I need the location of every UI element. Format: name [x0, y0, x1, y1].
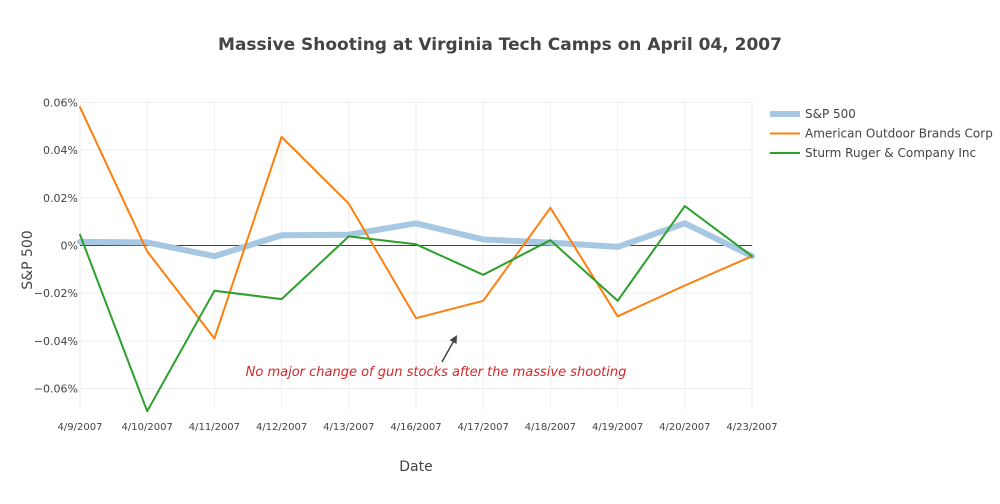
y-tick-label: 0.06%	[43, 96, 78, 109]
x-tick-label: 4/9/2007	[58, 422, 103, 433]
y-axis-label: S&P 500	[20, 230, 36, 289]
x-tick-label: 4/17/2007	[458, 422, 509, 433]
series-line-american-outdoor-brands-corp	[79, 106, 753, 340]
y-tick-label: −0.02%	[34, 287, 78, 300]
x-tick-label: 4/10/2007	[122, 422, 173, 433]
y-tick-label: −0.04%	[34, 335, 78, 348]
x-axis-ticks: 4/9/2007 4/10/2007 4/11/2007 4/12/2007 4/13/…	[58, 422, 778, 433]
series-layer	[77, 106, 755, 413]
legend-item-american-outdoor-brands-corp[interactable]: American Outdoor Brands Corp	[770, 127, 993, 141]
legend[interactable]: S&P 500 American Outdoor Brands Corp Sturm…	[770, 107, 993, 160]
grid-layer	[79, 100, 753, 410]
annotation-text: No major change of gun stocks after the …	[246, 365, 627, 380]
y-axis-ticks: 0.06% 0.04% 0.02% 0% −0.02% −0.04% −0.06%	[34, 96, 78, 395]
legend-item-s-p-500[interactable]: S&P 500	[770, 107, 856, 121]
x-tick-label: 4/13/2007	[323, 422, 374, 433]
annotation: No major change of gun stocks after the …	[246, 335, 627, 380]
x-axis-label: Date	[399, 459, 432, 475]
chart-title: Massive Shooting at Virginia Tech Camps …	[218, 35, 782, 55]
x-tick-label: 4/12/2007	[256, 422, 307, 433]
x-tick-label: 4/16/2007	[390, 422, 441, 433]
annotation-arrow	[441, 335, 457, 363]
legend-label: American Outdoor Brands Corp	[805, 127, 993, 141]
series-line-s-p-500	[77, 220, 755, 260]
legend-label: S&P 500	[805, 107, 856, 121]
series-line-sturm-ruger-company-inc	[79, 205, 753, 413]
x-tick-label: 4/23/2007	[726, 422, 777, 433]
x-tick-label: 4/20/2007	[659, 422, 710, 433]
y-tick-label: 0%	[61, 239, 78, 252]
y-tick-label: 0.02%	[43, 192, 78, 205]
x-tick-label: 4/11/2007	[189, 422, 240, 433]
x-tick-label: 4/19/2007	[592, 422, 643, 433]
x-tick-label: 4/18/2007	[525, 422, 576, 433]
y-tick-label: 0.04%	[43, 144, 78, 157]
y-tick-label: −0.06%	[34, 383, 78, 396]
legend-label: Sturm Ruger & Company Inc	[805, 146, 976, 160]
legend-item-sturm-ruger-company-inc[interactable]: Sturm Ruger & Company Inc	[770, 146, 976, 160]
